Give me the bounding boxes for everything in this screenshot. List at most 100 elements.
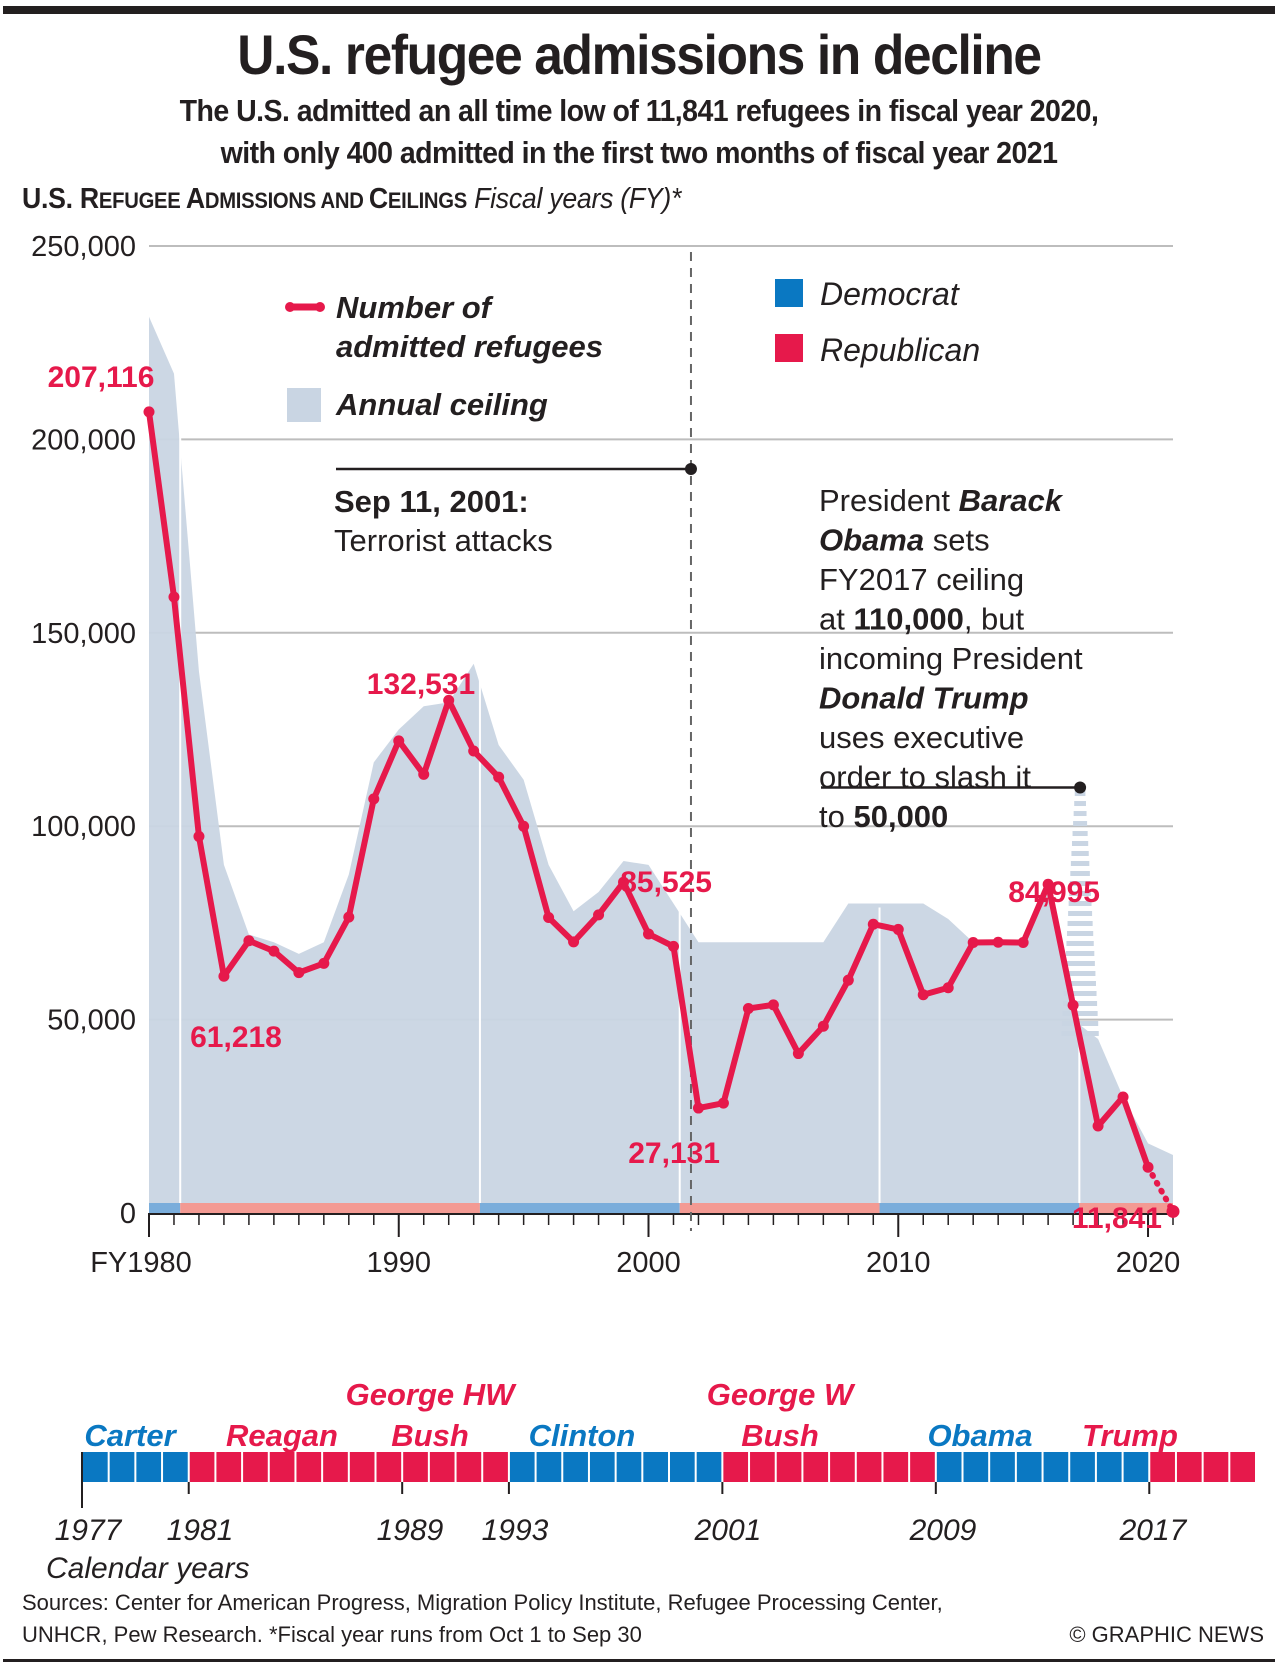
president-name: Carter: [84, 1418, 177, 1453]
data-label: 61,218: [190, 1021, 282, 1054]
top-rule: [3, 6, 1275, 14]
annotation-segment: incoming President: [819, 641, 1083, 676]
legend-democrat-swatch: [775, 279, 803, 307]
party-bands: [149, 1203, 1173, 1213]
admissions-point: [1166, 1204, 1180, 1218]
party-band-republican: [1079, 1203, 1173, 1213]
calendar-year-label: 1981: [167, 1514, 234, 1547]
timeline-year-block: [1043, 1452, 1069, 1482]
credit: © GRAPHIC NEWS: [1069, 1622, 1264, 1647]
timeline-year-block: [163, 1452, 188, 1482]
calendar-year-label: 1977: [55, 1514, 123, 1547]
data-label: 85,525: [620, 866, 712, 899]
timeline-year-block: [856, 1452, 882, 1482]
ceiling-annotation-line: incoming President: [819, 641, 1083, 676]
admissions-point: [618, 876, 630, 888]
annotation-segment: President: [819, 483, 959, 518]
president-name: Trump: [1082, 1418, 1178, 1453]
timeline-year-block: [403, 1452, 428, 1482]
admissions-point: [742, 1003, 754, 1015]
admissions-point: [942, 982, 954, 994]
y-tick-label: 50,000: [47, 1005, 136, 1037]
admissions-point: [667, 940, 679, 952]
timeline-year-block: [990, 1452, 1015, 1482]
timeline-year-block: [803, 1452, 829, 1482]
admissions-point: [1042, 878, 1054, 890]
section-title-part: A: [185, 183, 205, 215]
annotations: Sep 11, 2001: Terrorist attacks President …: [334, 252, 1087, 1231]
y-tick-label: 100,000: [31, 811, 136, 843]
admissions-point: [992, 936, 1004, 948]
ceiling-annotation-line: Donald Trump: [819, 681, 1029, 716]
timeline-year-block: [243, 1452, 268, 1482]
admissions-point: [218, 970, 230, 982]
admissions-point: [343, 911, 355, 923]
timeline-year-block: [349, 1452, 375, 1482]
annotation-segment: , but: [964, 602, 1025, 637]
sep11-title: Sep 11, 2001:: [334, 484, 529, 519]
timeline-year-block: [456, 1452, 482, 1482]
legend-label-republican: Republican: [820, 332, 980, 368]
annotation-segment: to: [819, 799, 853, 834]
admissions-point: [892, 923, 904, 935]
admissions-point: [692, 1102, 704, 1114]
calendar-year-label: 2017: [1119, 1514, 1188, 1547]
sep11-text: Terrorist attacks: [334, 523, 553, 558]
admissions-partial-segment: [1145, 1164, 1176, 1215]
ceiling-annotation-line: to 50,000: [819, 799, 948, 834]
admissions-point: [193, 830, 205, 842]
admissions-point: [468, 745, 480, 757]
ceiling-annotation-line: FY2017 ceiling: [819, 562, 1024, 597]
admissions-point: [842, 974, 854, 986]
party-band-republican: [679, 1203, 880, 1213]
timeline-year-block: [296, 1452, 322, 1482]
president-name: Reagan: [226, 1418, 338, 1453]
admissions-point: [1017, 936, 1029, 948]
admissions-point: [543, 911, 555, 923]
ceiling-annotation-line: Obama sets: [819, 523, 990, 558]
timeline-year-block: [616, 1452, 642, 1482]
calendar-year-label: 1993: [482, 1514, 549, 1547]
admissions-point: [168, 591, 180, 603]
timeline-year-block: [963, 1452, 989, 1482]
timeline-year-block: [750, 1452, 775, 1482]
president-name: Clinton: [529, 1418, 636, 1453]
annotation-segment: order to slash it: [819, 760, 1031, 795]
admissions-point: [593, 909, 605, 921]
admissions-point: [568, 936, 580, 948]
data-label: 11,841: [1072, 1202, 1162, 1235]
legend-label-ceiling: Annual ceiling: [335, 387, 548, 422]
section-title-part: U.S. R: [22, 183, 99, 215]
admissions-point: [418, 768, 430, 780]
timeline-year-block: [1176, 1452, 1202, 1482]
subtitle-line-1: The U.S. admitted an all time low of 11,…: [179, 93, 1099, 128]
annotation-segment: at: [819, 602, 853, 637]
party-band-democrat: [149, 1203, 181, 1213]
data-label: 84,995: [1008, 876, 1100, 909]
admissions-point: [293, 967, 305, 979]
timeline-year-block: [136, 1452, 162, 1482]
annotation-segment: 50,000: [853, 799, 948, 834]
chart-title: U.S. refugee admissions in decline: [237, 23, 1042, 86]
admissions-point: [643, 928, 655, 940]
timeline-year-block: [509, 1452, 535, 1482]
admissions-point: [243, 935, 255, 947]
timeline-year-block: [483, 1452, 508, 1482]
calendar-year-label: 2009: [909, 1514, 977, 1547]
timeline-year-block: [323, 1452, 348, 1482]
subtitle-line-2: with only 400 admitted in the first two …: [220, 135, 1058, 170]
data-labels: 207,116 61,218 132,531 85,525 27,131 84,995 11…: [48, 361, 1162, 1235]
admissions-point: [143, 406, 155, 418]
admissions-point: [1117, 1091, 1129, 1103]
timeline-year-block: [376, 1452, 402, 1482]
y-tick-label: 200,000: [31, 424, 136, 456]
admissions-point: [817, 1020, 829, 1032]
timeline-year-block: [696, 1452, 722, 1482]
timeline-year-block: [1016, 1452, 1042, 1482]
ceiling-area-shape: [149, 316, 1173, 1213]
admissions-point: [1142, 1161, 1154, 1173]
party-band-republican: [180, 1203, 480, 1213]
timeline-year-block: [883, 1452, 909, 1482]
annotation-segment: FY2017 ceiling: [819, 562, 1024, 597]
legend-area-swatch: [287, 388, 321, 422]
